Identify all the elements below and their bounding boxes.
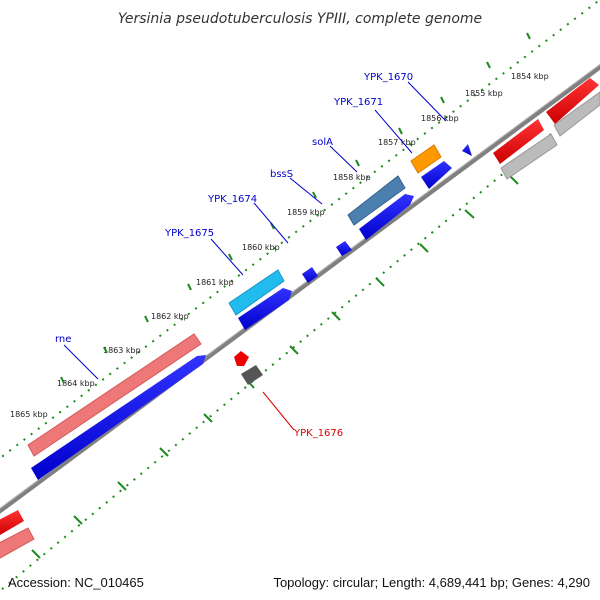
gene-rne-arrow: [31, 355, 206, 480]
feature-solA-steelblue: [347, 175, 406, 226]
ruler-inner-tick: [203, 413, 213, 423]
ruler-tick-label: 1864 kbp: [57, 379, 95, 388]
gene-arrow-red-2: [546, 78, 599, 124]
genome-backbone: [0, 64, 600, 514]
ruler-tick-label: 1863 kbp: [103, 346, 141, 355]
gene-label-solA[interactable]: solA: [312, 137, 333, 148]
ruler-major-tick: [144, 315, 149, 323]
ruler-tick-label: 1865 kbp: [10, 410, 48, 419]
ruler-tick-label: 1857 kbp: [378, 138, 416, 147]
features-forward: [31, 144, 472, 480]
gene-label-YPK_1671[interactable]: YPK_1671: [333, 97, 383, 108]
ruler-major-tick: [103, 346, 108, 354]
ruler-tick-label: 1862 kbp: [151, 312, 189, 321]
ruler-major-tick: [486, 61, 491, 69]
ruler-inner-tick: [331, 311, 341, 321]
feature-pink-lower: [0, 527, 35, 559]
gene-YPK_1676-box: [241, 365, 263, 385]
feature-cyan: [228, 269, 285, 316]
ruler-inner-tick: [464, 209, 475, 219]
ruler-inner-tick: [31, 549, 41, 559]
ruler-major-tick: [526, 32, 531, 40]
ruler-inner-tick: [509, 175, 519, 185]
accession-label: Accession: NC_010465: [8, 575, 144, 590]
ruler-ticks: 1854 kbp 1855 kbp 1856 kbp 1857 kbp 1858 kbp…: [10, 32, 549, 559]
feature-gray-2: [553, 91, 600, 137]
gene-label-YPK_1674[interactable]: YPK_1674: [207, 194, 257, 205]
label-leaders: [63, 81, 447, 431]
gene-arrow-red-3: [0, 510, 24, 535]
ruler-tick-label: 1858 kbp: [333, 173, 371, 182]
gene-label-bssS[interactable]: bssS: [270, 169, 293, 180]
ruler-inner-tick: [419, 243, 429, 253]
ruler-major-tick: [60, 376, 65, 384]
ruler-inner-tick: [375, 277, 385, 287]
gene-labels: YPK_1670 YPK_1671 solA bssS YPK_1674 YPK…: [55, 72, 413, 439]
ruler-tick-label: 1855 kbp: [465, 89, 503, 98]
ruler-major-tick: [312, 191, 317, 199]
ruler-major-tick: [398, 127, 403, 135]
gene-bssS-arrow: [336, 241, 352, 256]
feature-rne-pink: [27, 333, 202, 457]
map-title: Yersinia pseudotuberculosis YPIII, compl…: [118, 11, 482, 27]
ruler-tick-label: 1860 kbp: [242, 243, 280, 252]
gene-YPK_1670-arrow: [462, 144, 472, 156]
ruler-inner-tick: [289, 345, 299, 355]
gene-label-rne[interactable]: rne: [55, 334, 71, 345]
ruler-major-tick: [440, 96, 445, 104]
gene-solA-arrow: [359, 194, 414, 240]
ruler-tick-label: 1854 kbp: [511, 72, 549, 81]
ruler-inner-tick: [117, 481, 127, 491]
ruler-major-tick: [355, 159, 360, 167]
gene-label-YPK_1676[interactable]: YPK_1676: [293, 428, 343, 439]
outer-tick-ring: [0, 0, 600, 460]
ruler-tick-label: 1856 kbp: [421, 114, 459, 123]
ruler-tick-label: 1859 kbp: [287, 208, 325, 217]
gene-label-YPK_1675[interactable]: YPK_1675: [164, 228, 214, 239]
feature-orange: [410, 144, 442, 174]
feature-gray-1: [500, 133, 558, 180]
ruler-inner-tick: [73, 515, 83, 525]
ruler-inner-tick: [159, 447, 169, 457]
ruler-major-tick: [187, 283, 192, 291]
gene-YPK_1676-arrow: [234, 351, 249, 366]
gene-YPK_1671-arrow: [421, 161, 452, 189]
gene-YPK_1674-arrow: [302, 267, 318, 283]
gene-YPK_1675-arrow: [238, 288, 292, 330]
genome-stats-label: Topology: circular; Length: 4,689,441 bp…: [273, 575, 590, 590]
ruler-major-tick: [228, 253, 233, 261]
ruler-tick-label: 1861 kbp: [196, 278, 234, 287]
gene-label-YPK_1670[interactable]: YPK_1670: [363, 72, 413, 83]
features-upper: [0, 78, 600, 559]
gene-arrow-red-1: [493, 119, 544, 164]
